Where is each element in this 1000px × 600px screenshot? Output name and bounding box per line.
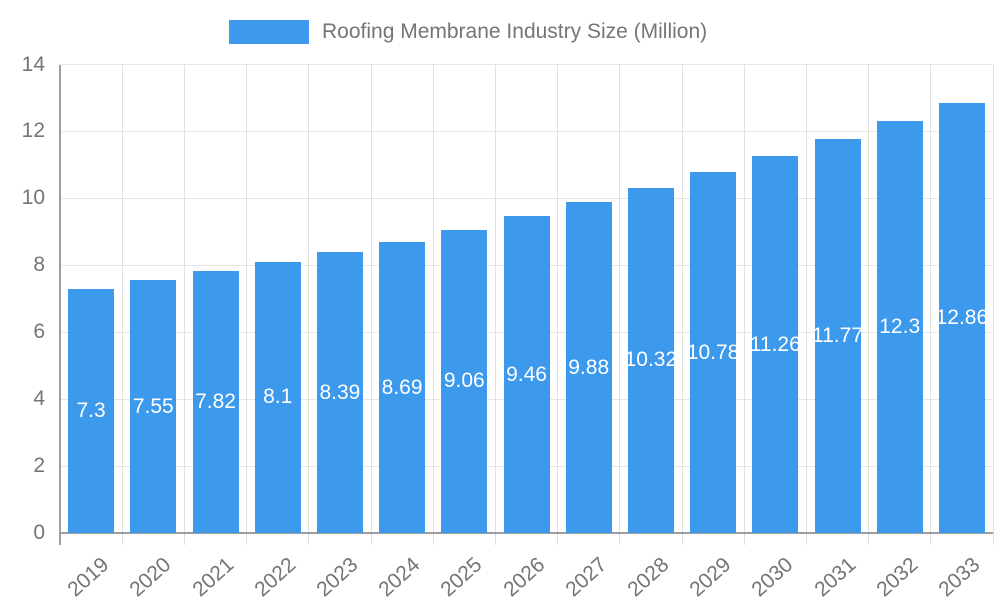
gridline-y-12 xyxy=(60,130,993,132)
bar-2026[interactable] xyxy=(503,216,550,533)
gridline-x xyxy=(370,64,372,545)
gridline-y-10 xyxy=(60,197,993,199)
bar-value-label: 7.55 xyxy=(132,394,174,418)
bar-value-label: 12.3 xyxy=(879,315,921,339)
bar-value-label: 8.69 xyxy=(381,375,423,399)
bar-value-label: 9.06 xyxy=(443,369,485,393)
gridline-x xyxy=(681,64,683,545)
x-axis-tick-label-2026: 2026 xyxy=(498,553,549,600)
y-axis-line xyxy=(59,64,61,545)
x-axis-tick-label-2023: 2023 xyxy=(312,553,363,600)
gridline-x xyxy=(183,64,185,545)
y-axis-tick-label: 14 xyxy=(21,52,45,76)
bar-value-label: 11.26 xyxy=(749,332,801,356)
x-axis-tick-label-2030: 2030 xyxy=(747,553,798,600)
bar-2023[interactable] xyxy=(316,252,363,533)
bar-2021[interactable] xyxy=(192,271,239,533)
x-axis-line xyxy=(59,532,993,534)
x-axis-tick-label-2020: 2020 xyxy=(125,553,176,600)
x-axis-tick-label-2033: 2033 xyxy=(934,553,985,600)
x-axis-tick-label-2025: 2025 xyxy=(436,553,487,600)
bar-value-label: 10.32 xyxy=(624,348,678,372)
bar-2022[interactable] xyxy=(254,261,301,533)
bar-value-label: 9.46 xyxy=(506,362,547,386)
bar-2032[interactable] xyxy=(876,121,923,533)
bar-value-label: 8.1 xyxy=(263,385,293,409)
y-axis-tick-label: 0 xyxy=(33,521,45,544)
gridline-x xyxy=(432,64,434,545)
bar-2025[interactable] xyxy=(441,229,488,533)
x-axis-tick-label-2032: 2032 xyxy=(871,553,923,600)
bar-2033[interactable] xyxy=(938,102,985,533)
bar-value-label: 11.77 xyxy=(812,324,863,348)
y-axis-tick-label: 12 xyxy=(21,119,45,143)
gridline-x xyxy=(308,64,310,545)
legend-label: Roofing Membrane Industry Size (Million) xyxy=(322,20,708,43)
x-axis-tick-label-2019: 2019 xyxy=(63,553,114,600)
gridline-x xyxy=(557,64,559,545)
gridline-x xyxy=(992,64,994,545)
bar-value-label: 7.82 xyxy=(195,390,236,414)
gridline-x xyxy=(743,64,745,545)
y-axis-tick-label: 2 xyxy=(33,454,45,478)
gridline-x xyxy=(805,64,807,545)
gridline-x xyxy=(930,64,932,545)
gridline-x xyxy=(494,64,496,545)
bar-2019[interactable] xyxy=(68,288,115,533)
x-axis-tick-label-2031: 2031 xyxy=(809,553,860,600)
bar-value-label: 10.78 xyxy=(686,340,740,364)
y-axis-tick-label: 8 xyxy=(33,253,45,277)
gridline-y-14 xyxy=(60,64,993,65)
bar-2024[interactable] xyxy=(379,242,426,533)
y-axis-tick-label: 6 xyxy=(33,320,45,344)
bar-value-label: 9.88 xyxy=(568,355,610,379)
x-axis-tick-label-2027: 2027 xyxy=(560,553,612,600)
bar-value-label: 8.39 xyxy=(319,380,361,404)
x-axis-tick-label-2022: 2022 xyxy=(249,553,301,600)
x-axis-tick-label-2024: 2024 xyxy=(374,553,425,600)
bar-value-label: 7.3 xyxy=(76,398,106,422)
bar-2030[interactable] xyxy=(752,156,799,533)
y-axis-tick-label: 4 xyxy=(33,387,45,411)
gridline-x xyxy=(121,64,123,545)
bar-2028[interactable] xyxy=(627,187,674,533)
gridline-x xyxy=(868,64,870,545)
x-axis-tick-label-2028: 2028 xyxy=(623,553,674,600)
bar-2031[interactable] xyxy=(814,139,861,533)
bar-2027[interactable] xyxy=(565,202,612,533)
bar-value-label: 12.86 xyxy=(935,305,989,329)
y-axis-tick-label: 10 xyxy=(21,186,45,210)
gridline-x xyxy=(619,64,621,545)
legend-swatch xyxy=(229,20,309,44)
gridline-x xyxy=(246,64,248,545)
bar-2020[interactable] xyxy=(130,280,177,533)
legend-item[interactable]: Roofing Membrane Industry Size (Million) xyxy=(229,20,707,44)
bar-2029[interactable] xyxy=(690,172,737,533)
x-axis-tick-label-2021: 2021 xyxy=(187,553,238,600)
x-axis-tick-label-2029: 2029 xyxy=(685,553,736,600)
